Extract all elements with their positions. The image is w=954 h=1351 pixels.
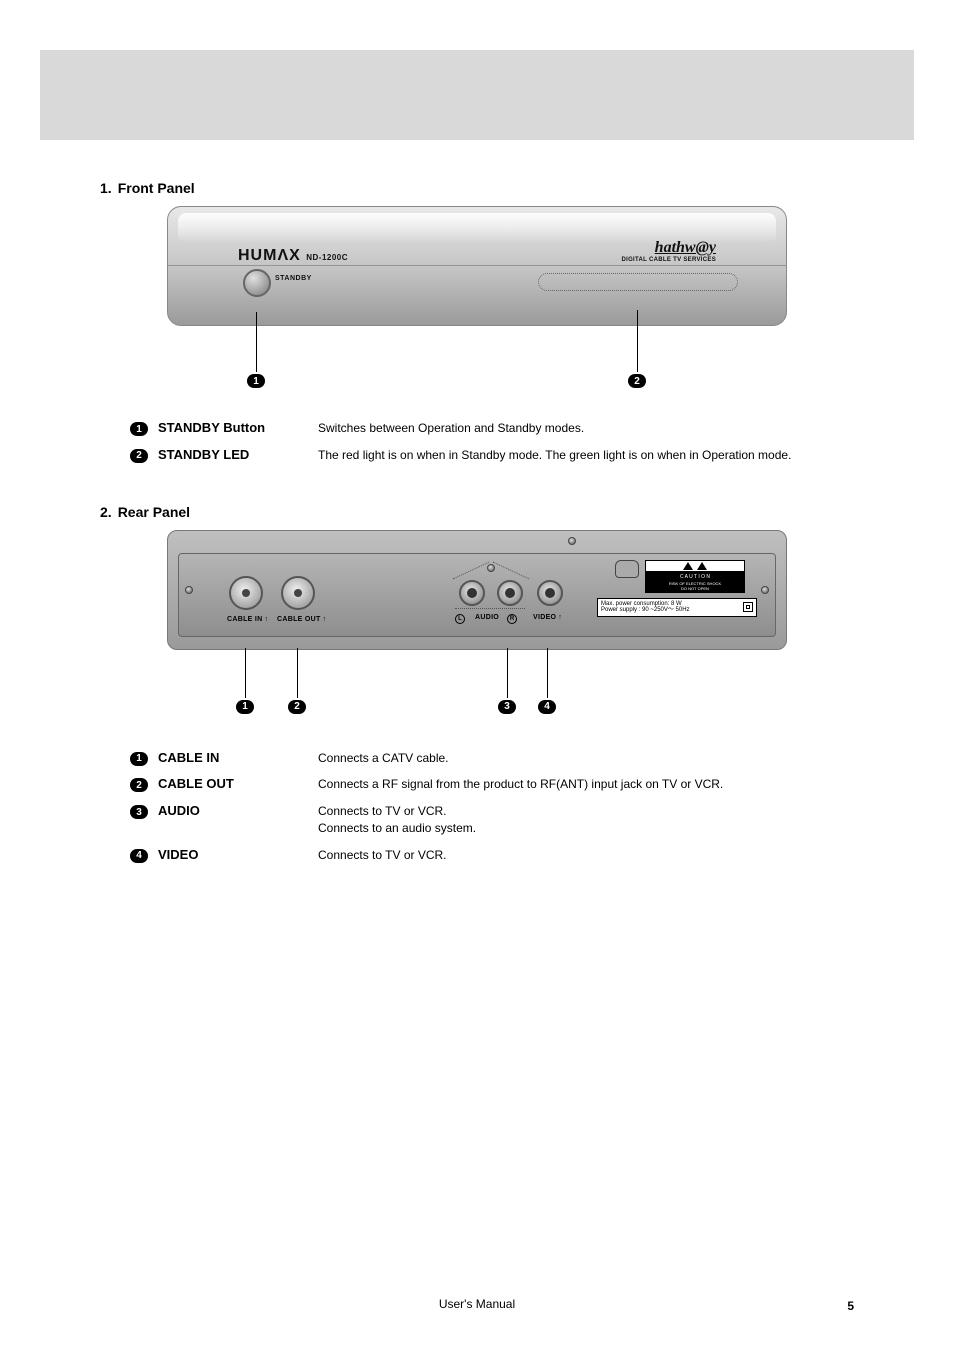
front-panel-diagram: HUMΛX ND-1200C STANDBY hathw@y DIGITAL C… [167, 206, 787, 326]
page-number: 5 [847, 1299, 854, 1313]
front-callout-badge-2: 2 [628, 374, 646, 388]
rear-callout-badge-1: 1 [236, 700, 254, 714]
front-desc-row-1: 1 STANDBY Button Switches between Operat… [130, 420, 854, 437]
rear-callout-badge-2: 2 [288, 700, 306, 714]
rear-desc-row-2: 2 CABLE OUT Connects a RF signal from th… [130, 776, 854, 793]
front-callouts: 1 2 [167, 340, 787, 410]
rear-callout-badge-3: 3 [498, 700, 516, 714]
audio-r-port [497, 580, 523, 606]
audio-r-label: R [507, 614, 517, 624]
video-port [537, 580, 563, 606]
audio-l-label: L [455, 614, 465, 624]
cable-in-port [229, 576, 263, 610]
warning-triangle-icon [697, 562, 707, 570]
rear-callout-badge-4: 4 [538, 700, 556, 714]
rear-section-heading: 2. Rear Panel [100, 504, 854, 520]
screw-icon [185, 586, 193, 594]
rear-desc-row-4: 4 VIDEO Connects to TV or VCR. [130, 847, 854, 864]
caution-risk: RISK OF ELECTRIC SHOCK DO NOT OPEN [669, 581, 721, 591]
audio-label: AUDIO [475, 614, 499, 621]
front-callout-badge-1: 1 [247, 374, 265, 388]
led-area-outline [538, 273, 738, 291]
rear-panel-diagram: CABLE IN↑ CABLE OUT↑ L AUDIO R VIDEO↑ [167, 530, 787, 650]
hathway-sub: DIGITAL CABLE TV SERVICES [621, 257, 716, 263]
rear-section-title: Rear Panel [118, 504, 190, 520]
rear-desc-row-1: 1 CABLE IN Connects a CATV cable. [130, 750, 854, 767]
cable-clamp [615, 560, 639, 578]
screw-icon [568, 537, 576, 545]
humax-logo: HUMΛX ND-1200C [238, 247, 348, 265]
rear-desc-row-3: 3 AUDIO Connects to TV or VCR. Connects … [130, 803, 854, 837]
caution-power1: Max. power consumption: 8 W [601, 601, 753, 608]
front-section-num: 1. [100, 180, 112, 196]
front-section-title: Front Panel [118, 180, 195, 196]
front-desc-row-2: 2 STANDBY LED The red light is on when i… [130, 447, 854, 464]
audio-l-port [459, 580, 485, 606]
video-label: VIDEO↑ [533, 614, 562, 621]
rear-callouts: 1 2 3 4 [167, 670, 787, 740]
hathway-logo: hathw@y [655, 239, 716, 257]
header-band [40, 50, 914, 140]
front-section-heading: 1. Front Panel [100, 180, 854, 196]
standby-label: STANDBY [275, 275, 312, 282]
cable-out-port [281, 576, 315, 610]
cable-in-label: CABLE IN↑ [227, 616, 268, 623]
caution-power2: Power supply : 90 ~250V〜 50Hz [601, 607, 753, 614]
standby-button-graphic [243, 269, 271, 297]
rear-desc-list: 1 CABLE IN Connects a CATV cable. 2 CABL… [130, 750, 854, 864]
warning-triangle-icon [683, 562, 693, 570]
rear-section-num: 2. [100, 504, 112, 520]
caution-title: C A U T I O N [680, 574, 710, 580]
screw-icon [487, 564, 495, 572]
cable-out-label: CABLE OUT↑ [277, 616, 326, 623]
footer: User's Manual [0, 1297, 954, 1311]
front-desc-list: 1 STANDBY Button Switches between Operat… [130, 420, 854, 464]
screw-icon [761, 586, 769, 594]
